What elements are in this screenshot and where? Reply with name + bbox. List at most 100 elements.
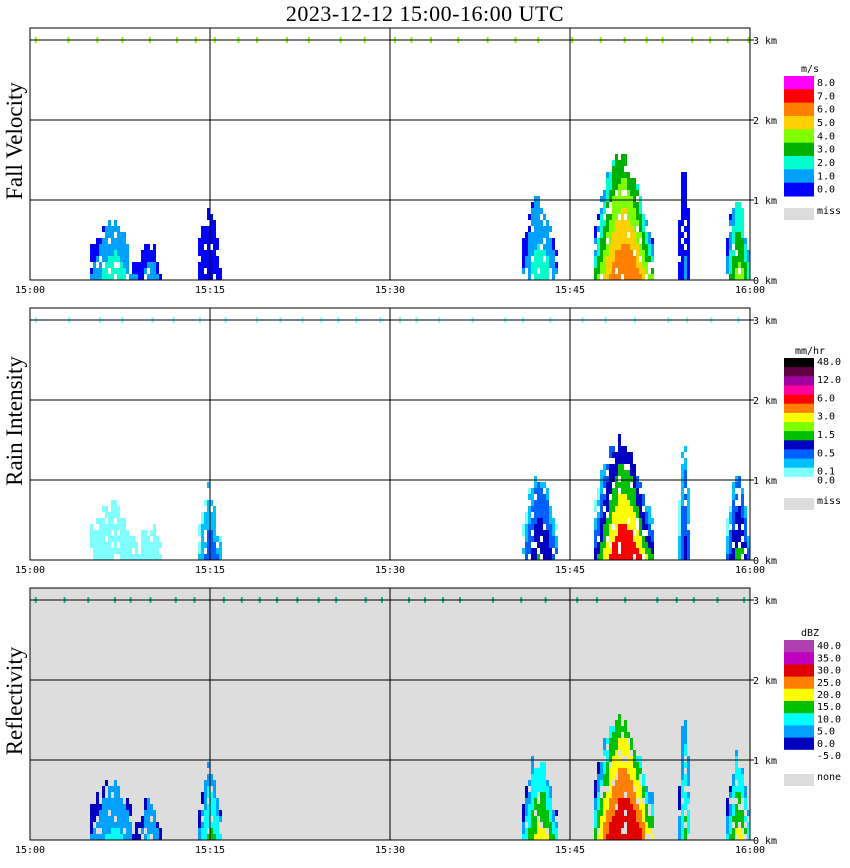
echo-cell xyxy=(735,756,738,762)
echo-cell xyxy=(609,190,612,196)
echo-cell xyxy=(210,548,213,554)
echo-cell xyxy=(729,506,732,512)
echo-cell xyxy=(132,542,135,548)
echo-cell xyxy=(633,220,636,226)
echo-cell xyxy=(642,786,645,792)
echo-cell xyxy=(540,548,543,554)
colorbar-swatch xyxy=(784,713,814,726)
echo-cell xyxy=(645,554,648,560)
echo-cell xyxy=(213,780,216,786)
echo-cell xyxy=(627,542,630,548)
echo-cell xyxy=(615,488,618,494)
echo-cell xyxy=(624,452,627,458)
echo-cell xyxy=(138,268,141,274)
echo-cell xyxy=(105,548,108,554)
echo-cell xyxy=(741,220,744,226)
echo-6 xyxy=(726,750,750,840)
echo-cell xyxy=(627,750,630,756)
echo-cell xyxy=(726,542,729,548)
echo-cell xyxy=(612,190,615,196)
echo-cell xyxy=(639,220,642,226)
echo-cell xyxy=(603,274,606,280)
echo-cell xyxy=(636,488,639,494)
echo-cell xyxy=(525,250,528,256)
echo-cell xyxy=(123,554,126,560)
echo-cell xyxy=(606,226,609,232)
echo-cell xyxy=(738,768,741,774)
echo-cell xyxy=(594,834,597,840)
echo-cell xyxy=(600,518,603,524)
echo-cell xyxy=(729,518,732,524)
echo-cell xyxy=(729,792,732,798)
echo-cell xyxy=(120,554,123,560)
echo-cell xyxy=(522,250,525,256)
echo-cell xyxy=(543,828,546,834)
echo-cell xyxy=(609,268,612,274)
echo-cell xyxy=(639,506,642,512)
echo-cell xyxy=(630,774,633,780)
echo-cell xyxy=(522,822,525,828)
colorbar-swatch xyxy=(784,76,814,90)
echo-cell xyxy=(153,816,156,822)
echo-cell xyxy=(624,160,627,166)
y-tick-label: 2 km xyxy=(753,396,777,407)
echo-cell xyxy=(618,732,621,738)
echo-cell xyxy=(210,530,213,536)
echo-cell xyxy=(729,542,732,548)
echo-cell xyxy=(204,822,207,828)
echo-cell xyxy=(543,500,546,506)
echo-cell xyxy=(207,548,210,554)
echo-cell xyxy=(741,786,744,792)
echo-cell xyxy=(738,798,741,804)
echo-cell xyxy=(213,512,216,518)
echo-cell xyxy=(606,768,609,774)
echo-cell xyxy=(159,834,162,840)
echo-cell xyxy=(156,542,159,548)
echo-cell xyxy=(681,792,684,798)
echo-cell xyxy=(729,238,732,244)
echo-cell xyxy=(624,268,627,274)
echo-cell xyxy=(90,834,93,840)
echo-cell xyxy=(546,548,549,554)
echo-cell xyxy=(543,786,546,792)
echo-cell xyxy=(684,518,687,524)
echo-cell xyxy=(624,256,627,262)
echo-cell xyxy=(636,256,639,262)
echo-cell xyxy=(630,226,633,232)
echo-cell xyxy=(636,762,639,768)
echo-cell xyxy=(606,548,609,554)
echo-cell xyxy=(549,554,552,560)
echo-cell xyxy=(624,244,627,250)
echo-cell xyxy=(537,262,540,268)
echo-cell xyxy=(609,446,612,452)
echo-cell xyxy=(540,220,543,226)
echo-cell xyxy=(642,512,645,518)
echo-cell xyxy=(549,786,552,792)
echo-cell xyxy=(684,548,687,554)
colorbar-swatch xyxy=(784,142,814,157)
echo-cell xyxy=(105,810,108,816)
echo-cell xyxy=(114,548,117,554)
echo-cell xyxy=(600,256,603,262)
echo-cell xyxy=(213,536,216,542)
colorbar-swatch xyxy=(784,169,814,184)
echo-cell xyxy=(129,804,132,810)
echo-cell xyxy=(546,220,549,226)
echo-cell xyxy=(597,238,600,244)
echo-cell xyxy=(612,494,615,500)
echo-cell xyxy=(681,488,684,494)
echo-cell xyxy=(612,446,615,452)
echo-cell xyxy=(141,548,144,554)
echo-4 xyxy=(594,714,654,840)
echo-cell xyxy=(684,542,687,548)
echo-cell xyxy=(747,810,750,816)
echo-cell xyxy=(111,274,114,280)
echo-cell xyxy=(114,524,117,530)
echo-cell xyxy=(732,774,735,780)
echo-cell xyxy=(207,244,210,250)
echo-cell xyxy=(114,798,117,804)
echo-cell xyxy=(624,762,627,768)
echo-cell xyxy=(741,768,744,774)
echo-cell xyxy=(543,798,546,804)
echo-cell xyxy=(726,244,729,250)
